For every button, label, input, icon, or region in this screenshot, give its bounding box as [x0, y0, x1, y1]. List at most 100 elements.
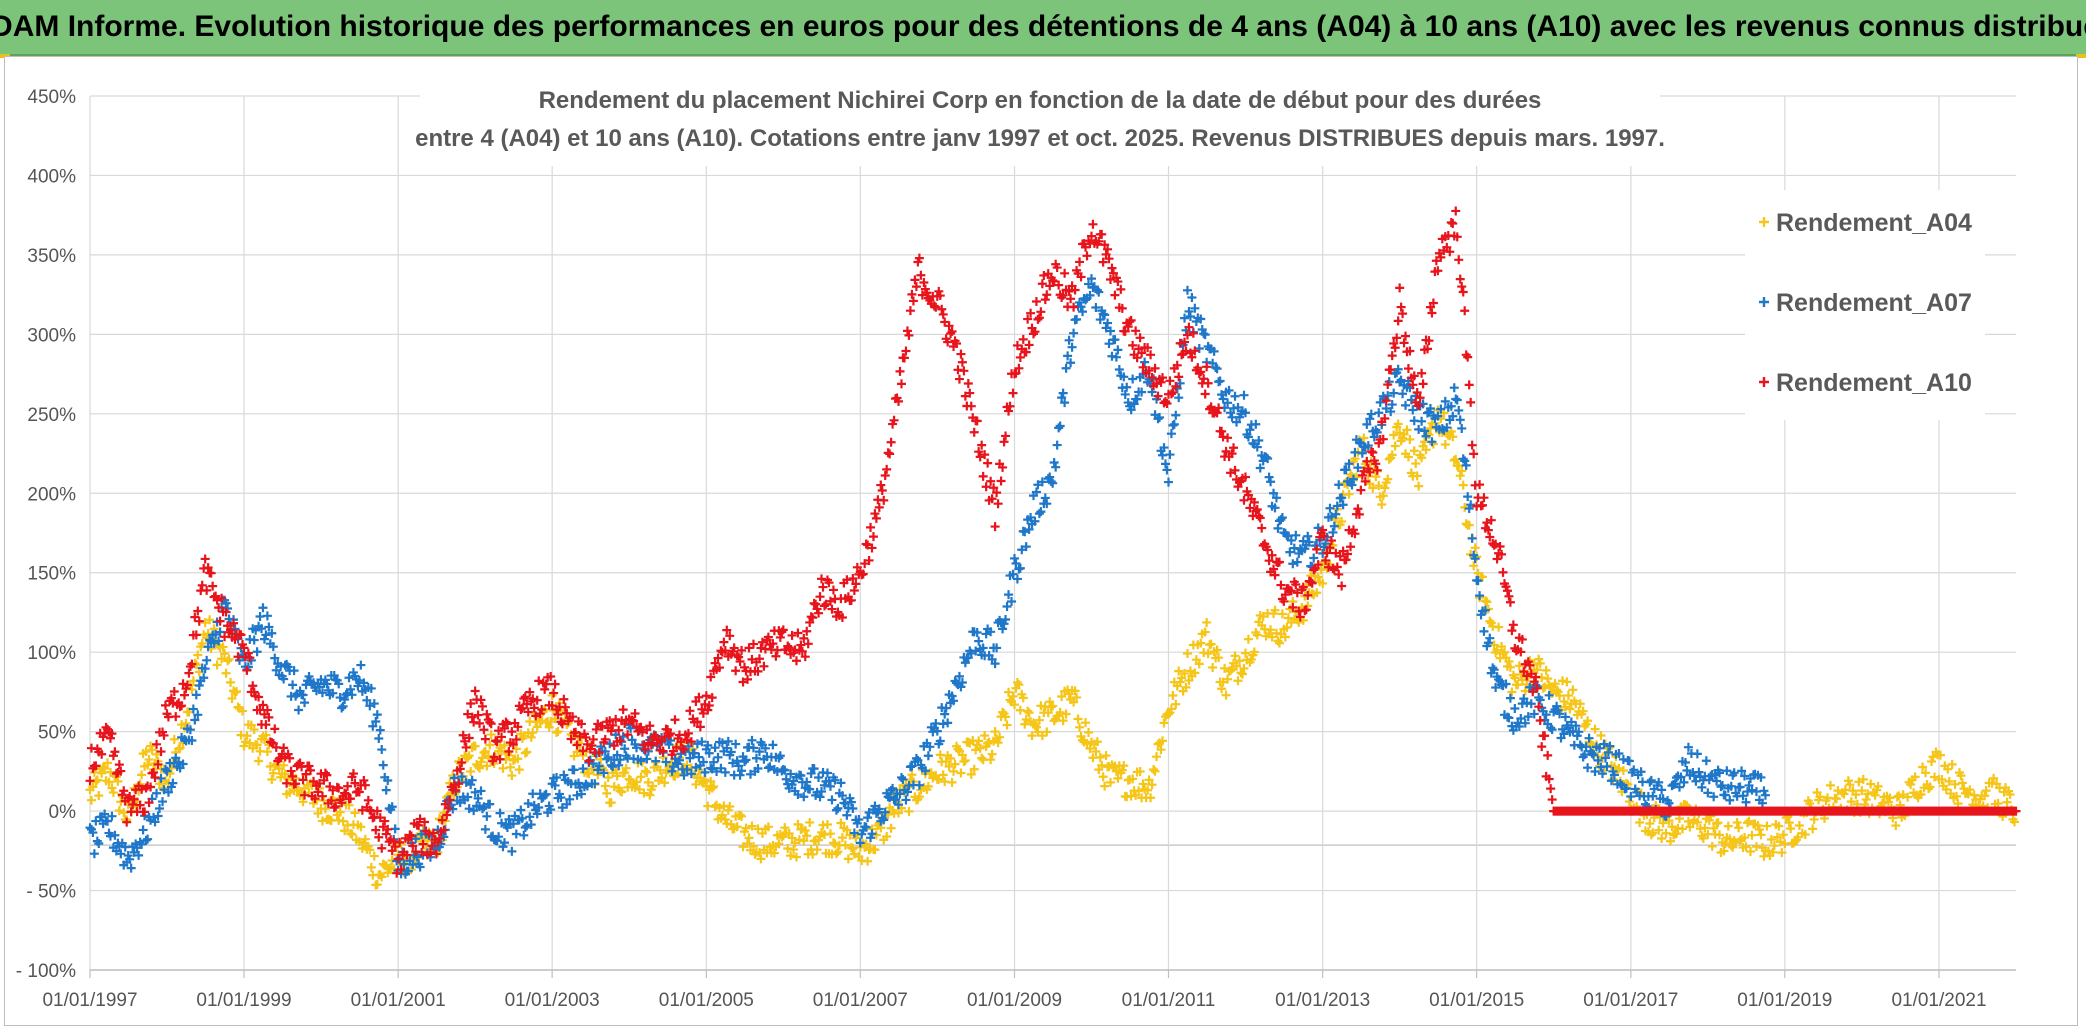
- data-point: [1217, 684, 1227, 694]
- data-point: [1532, 665, 1542, 675]
- data-point: [405, 830, 415, 840]
- data-point: [1187, 352, 1197, 362]
- data-point: [825, 781, 835, 791]
- data-point: [343, 781, 353, 791]
- data-point: [882, 832, 892, 842]
- data-point: [1018, 334, 1028, 344]
- data-point: [1171, 699, 1181, 709]
- data-point: [1405, 434, 1415, 444]
- data-point: [329, 803, 339, 813]
- data-point: [550, 780, 560, 790]
- data-point: [1187, 293, 1197, 303]
- data-point: [1011, 558, 1021, 568]
- data-point: [1380, 414, 1390, 424]
- data-point: [1215, 376, 1225, 386]
- data-point: [366, 862, 376, 872]
- data-point: [1182, 649, 1192, 659]
- data-point: [279, 674, 289, 684]
- data-point: [1353, 504, 1363, 514]
- data-point: [535, 709, 545, 719]
- data-point: [1786, 824, 1796, 834]
- data-point: [734, 652, 744, 662]
- data-point: [402, 850, 412, 860]
- data-point: [546, 805, 556, 815]
- data-point: [1097, 760, 1107, 770]
- data-point: [828, 585, 838, 595]
- data-point: [989, 483, 999, 493]
- data-point: [1097, 229, 1107, 239]
- data-point: [1963, 789, 1973, 799]
- data-point: [1135, 333, 1145, 343]
- data-point: [1203, 649, 1213, 659]
- data-point: [582, 739, 592, 749]
- data-point: [334, 679, 344, 689]
- data-point: [1418, 399, 1428, 409]
- data-point: [356, 660, 366, 670]
- data-point: [1600, 753, 1610, 763]
- data-point: [980, 731, 990, 741]
- data-point: [1440, 396, 1450, 406]
- data-point: [1924, 784, 1934, 794]
- data-point: [1965, 785, 1975, 795]
- data-point: [615, 736, 625, 746]
- data-point: [1098, 772, 1108, 782]
- data-point: [159, 730, 169, 740]
- data-point: [574, 778, 584, 788]
- data-point: [420, 817, 430, 827]
- data-point: [1562, 677, 1572, 687]
- data-point: [1261, 452, 1271, 462]
- data-point: [1560, 712, 1570, 722]
- data-point: [793, 628, 803, 638]
- data-point: [1414, 481, 1424, 491]
- data-point: [636, 722, 646, 732]
- x-tick-label: 01/01/2003: [505, 990, 600, 1011]
- data-point: [1004, 687, 1014, 697]
- data-point: [1605, 741, 1615, 751]
- data-point: [340, 826, 350, 836]
- data-point: [1460, 456, 1470, 466]
- data-point: [1547, 795, 1557, 805]
- data-point: [1034, 313, 1044, 323]
- data-point: [212, 595, 222, 605]
- data-point: [359, 678, 369, 688]
- data-point: [1475, 480, 1485, 490]
- data-point: [1037, 279, 1047, 289]
- data-point: [1129, 399, 1139, 409]
- data-point: [156, 747, 166, 757]
- data-point: [843, 854, 853, 864]
- data-point: [485, 799, 495, 809]
- data-point: [380, 816, 390, 826]
- data-point: [1119, 372, 1129, 382]
- data-point: [199, 673, 209, 683]
- data-point: [479, 725, 489, 735]
- data-point: [1166, 704, 1176, 714]
- data-point: [363, 795, 373, 805]
- data-point: [648, 781, 658, 791]
- data-point: [1725, 834, 1735, 844]
- data-point: [1143, 785, 1153, 795]
- data-point: [594, 761, 604, 771]
- data-point: [1020, 719, 1030, 729]
- data-point: [1428, 298, 1438, 308]
- data-point: [226, 677, 236, 687]
- data-point: [1045, 281, 1055, 291]
- data-point: [103, 758, 113, 768]
- data-point: [1264, 472, 1274, 482]
- data-point: [1243, 634, 1253, 644]
- data-point: [1602, 761, 1612, 771]
- data-point: [418, 839, 428, 849]
- data-point: [480, 746, 490, 756]
- data-point: [1402, 425, 1412, 435]
- data-point: [735, 810, 745, 820]
- data-point: [1559, 729, 1569, 739]
- data-point: [152, 788, 162, 798]
- x-tick-label: 01/01/2007: [813, 990, 908, 1011]
- data-point: [223, 656, 233, 666]
- data-point: [1233, 676, 1243, 686]
- data-point: [1067, 342, 1077, 352]
- data-point: [1014, 680, 1024, 690]
- data-point: [511, 829, 521, 839]
- data-point: [482, 811, 492, 821]
- legend-background: [1745, 190, 1985, 420]
